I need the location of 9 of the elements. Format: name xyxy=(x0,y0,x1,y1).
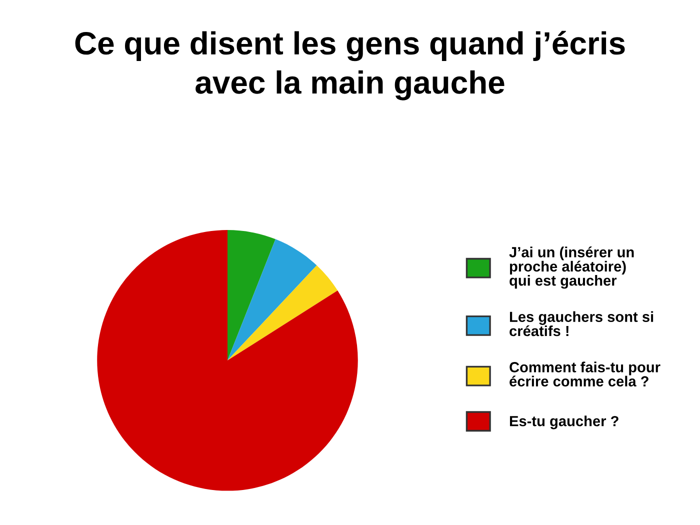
chart-title: Ce que disent les gens quand j’écris avec la main gauche xyxy=(75,30,625,100)
pie-slice xyxy=(228,239,317,360)
pie-slice xyxy=(228,230,276,360)
legend-label: Comment fais-tu pour écrire comme cela ? xyxy=(510,362,660,387)
pie-slice xyxy=(97,230,358,491)
legend-label: J’ai un (insérer un proche aléatoire) qui est gaucher xyxy=(509,246,634,289)
legend-label: Es-tu gaucher ? xyxy=(510,416,618,430)
legend-label: Les gauchers sont si créatifs ! xyxy=(510,311,654,336)
pie-slice xyxy=(228,265,338,360)
